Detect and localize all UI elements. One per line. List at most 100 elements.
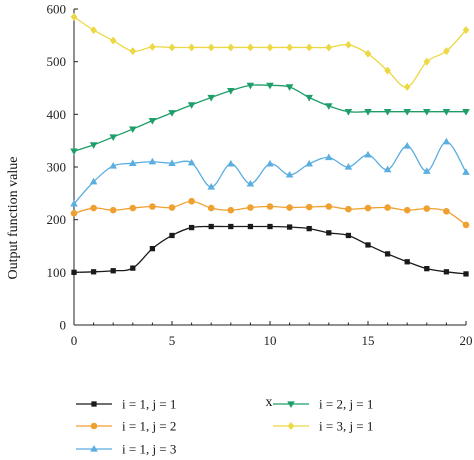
data-point: [463, 271, 469, 277]
data-point: [404, 259, 410, 265]
data-point: [90, 26, 97, 35]
data-point: [442, 109, 451, 116]
data-point: [286, 43, 293, 52]
data-point: [364, 150, 372, 158]
data-point: [228, 223, 234, 230]
data-point: [345, 232, 352, 239]
data-point: [364, 109, 372, 116]
data-point: [462, 221, 470, 229]
series-5: [70, 12, 470, 91]
data-point: [227, 43, 235, 52]
y-axis: 0 100 200 300 400 500 600: [47, 2, 78, 333]
data-point: [227, 87, 235, 95]
data-point: [325, 43, 333, 52]
legend-label: i = 1, j = 1: [122, 397, 176, 412]
data-point: [286, 204, 293, 211]
series-1: [71, 223, 469, 277]
y-tick-label: 300: [47, 160, 67, 175]
data-point: [325, 103, 333, 110]
y-tick-label: 100: [47, 265, 67, 280]
data-point: [188, 43, 195, 52]
data-point: [462, 168, 470, 175]
data-point: [129, 159, 137, 166]
data-point: [246, 179, 255, 187]
legend-label: i = 1, j = 2: [122, 419, 176, 434]
data-point: [148, 118, 157, 125]
data-point: [345, 205, 352, 213]
data-point: [109, 36, 117, 45]
data-point: [148, 157, 157, 165]
series-2: [70, 197, 470, 229]
data-point: [326, 230, 332, 236]
data-point: [266, 159, 274, 167]
data-point: [207, 183, 215, 190]
data-point: [70, 210, 78, 217]
legend-item: i = 1, j = 3: [76, 442, 176, 457]
x-tick-label: 5: [169, 333, 176, 348]
x-axis-title: x: [266, 395, 273, 410]
plot-area: [73, 9, 466, 326]
data-point: [149, 245, 156, 252]
y-tick-label: 200: [47, 212, 67, 227]
legend-item: i = 2, j = 1: [273, 397, 373, 412]
data-point: [109, 206, 117, 214]
legend-item: i = 1, j = 1: [76, 397, 176, 412]
legend-item: i = 1, j = 2: [76, 419, 176, 434]
data-point: [70, 199, 78, 207]
data-point: [168, 159, 176, 166]
data-point: [286, 224, 293, 230]
data-point: [90, 204, 97, 212]
data-point: [227, 206, 235, 214]
data-point: [70, 148, 78, 156]
legend-item: i = 3, j = 1: [273, 419, 373, 434]
data-point: [384, 204, 391, 211]
data-point: [109, 134, 117, 141]
data-point: [344, 109, 353, 116]
data-point: [168, 43, 176, 52]
data-point: [305, 203, 313, 211]
data-point: [266, 82, 274, 90]
data-point: [423, 57, 431, 66]
data-point: [403, 109, 411, 116]
data-point: [423, 205, 431, 212]
data-point: [90, 269, 97, 275]
y-tick-label: 600: [47, 2, 67, 17]
data-point: [462, 109, 470, 116]
data-point: [130, 265, 136, 271]
legend-label: i = 2, j = 1: [319, 397, 373, 412]
data-point: [149, 42, 156, 51]
data-point: [89, 177, 98, 185]
legend-label: i = 3, j = 1: [319, 419, 373, 434]
data-point: [305, 94, 313, 102]
data-point: [285, 170, 294, 178]
data-point: [129, 126, 137, 134]
legend: i = 1, j = 1 i = 1, j = 2 i = 1, j = 3 i = …: [76, 397, 373, 457]
data-point: [364, 204, 372, 212]
data-point: [344, 163, 353, 170]
x-axis: 0 5 10 15 20: [71, 321, 473, 348]
legend-marker: [287, 422, 295, 430]
data-point: [207, 94, 215, 102]
legend-marker: [90, 445, 98, 452]
data-point: [325, 153, 333, 161]
x-tick-label: 0: [71, 333, 78, 348]
data-point: [423, 109, 431, 116]
data-point: [187, 102, 196, 109]
data-point: [188, 224, 195, 231]
data-point: [462, 26, 470, 35]
x-tick-label: 10: [264, 333, 277, 348]
data-point: [365, 242, 371, 248]
data-point: [442, 137, 451, 145]
series-line: [73, 84, 466, 152]
legend-label: i = 1, j = 3: [122, 442, 176, 457]
data-point: [305, 43, 313, 52]
y-tick-label: 400: [47, 107, 67, 122]
data-point: [443, 47, 450, 56]
data-point: [149, 203, 156, 210]
data-point: [403, 82, 411, 91]
legend-marker: [90, 422, 98, 430]
data-point: [129, 47, 137, 56]
data-point: [305, 159, 313, 167]
data-point: [169, 232, 175, 239]
